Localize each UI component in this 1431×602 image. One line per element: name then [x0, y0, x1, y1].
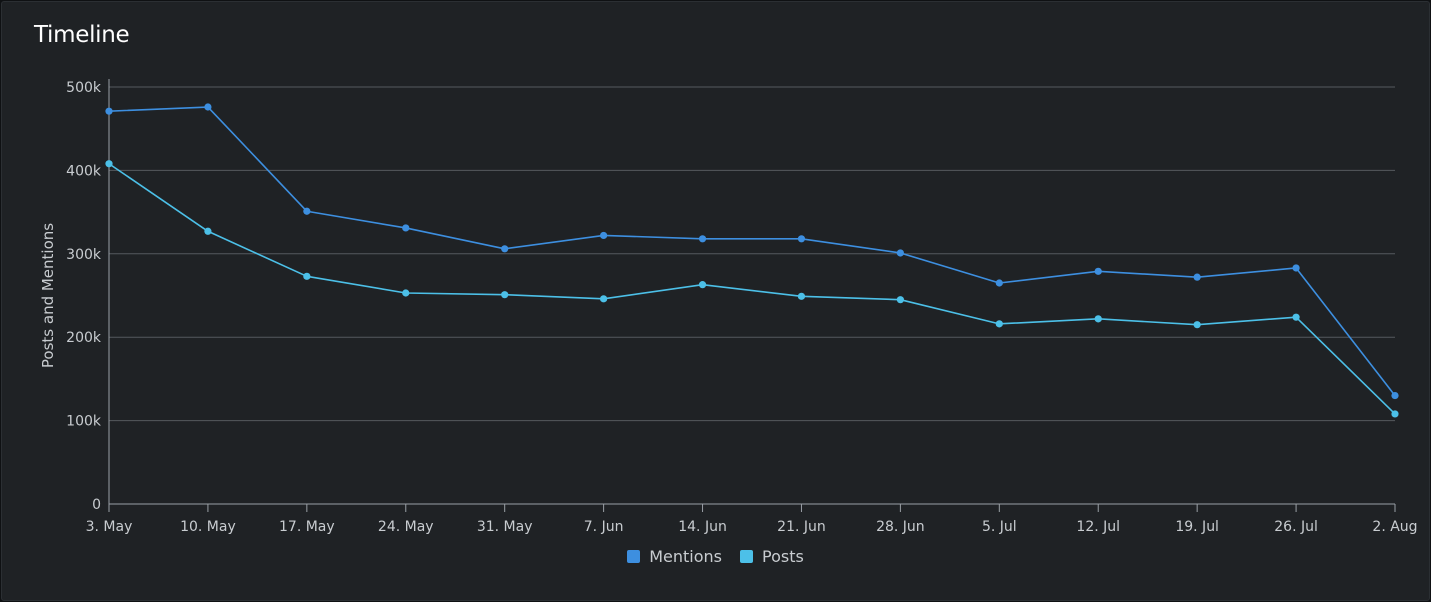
y-axis-title: Posts and Mentions: [39, 223, 57, 368]
x-tick-label: 12. Jul: [1076, 519, 1120, 535]
data-point-mentions: [105, 107, 113, 115]
x-tick-label: 2. Aug: [1372, 519, 1417, 535]
series-lines: [105, 103, 1399, 418]
data-point-posts: [501, 291, 509, 299]
data-point-posts: [204, 227, 212, 235]
x-tick-label: 3. May: [86, 519, 133, 535]
legend-item-mentions[interactable]: Mentions: [627, 547, 722, 566]
data-point-posts: [1094, 315, 1102, 323]
data-point-mentions: [698, 235, 707, 243]
data-point-posts: [402, 289, 410, 297]
x-tick-label: 5. Jul: [982, 519, 1017, 535]
data-point-mentions: [600, 231, 608, 240]
data-point-posts: [1391, 410, 1399, 418]
series-line-posts: [108, 163, 1396, 415]
data-point-mentions: [501, 245, 509, 253]
legend-item-posts[interactable]: Posts: [739, 547, 804, 566]
legend-label-posts: Posts: [761, 547, 804, 566]
data-point-posts: [600, 295, 608, 303]
data-point-posts: [797, 292, 806, 300]
x-tick-label: 21. Jun: [777, 519, 826, 535]
data-point-mentions: [896, 249, 904, 257]
legend-label-mentions: Mentions: [649, 547, 722, 566]
x-tick-label: 19. Jul: [1175, 519, 1219, 535]
data-point-mentions: [1094, 267, 1102, 275]
data-point-mentions: [995, 279, 1003, 287]
grid-lines: [109, 86, 1395, 422]
x-tick-label: 14. Jun: [678, 519, 727, 535]
data-point-mentions: [1292, 264, 1300, 272]
x-tick-label: 10. May: [180, 519, 236, 535]
data-point-mentions: [402, 224, 410, 232]
axes: [108, 79, 1396, 512]
y-tick-labels: 0 100k 200k 300k 400k 500k: [66, 80, 102, 513]
data-point-mentions: [1391, 391, 1399, 400]
x-tick-label: 31. May: [477, 519, 533, 535]
data-point-mentions: [797, 235, 806, 243]
x-tick-label: 28. Jun: [876, 519, 925, 535]
data-point-mentions: [303, 207, 311, 215]
data-point-posts: [303, 272, 311, 280]
series-line-mentions: [108, 106, 1396, 397]
legend: Mentions Posts: [0, 547, 1431, 566]
x-tick-label: 24. May: [378, 519, 434, 535]
y-tick-label: 0: [92, 497, 101, 513]
y-tick-label: 400k: [66, 163, 102, 179]
x-tick-label: 17. May: [279, 519, 335, 535]
y-tick-label: 200k: [66, 330, 102, 346]
data-point-posts: [995, 320, 1003, 328]
data-point-posts: [698, 281, 707, 289]
x-tick-labels: 3. May 10. May 17. May 24. May 31. May 7. Jun…: [86, 519, 1418, 535]
y-tick-label: 300k: [66, 247, 102, 263]
legend-swatch-mentions: [627, 550, 641, 563]
panel-title: Timeline: [34, 22, 130, 48]
x-tick-label: 7. Jun: [584, 519, 624, 535]
y-tick-label: 500k: [66, 80, 102, 96]
data-point-mentions: [204, 103, 212, 111]
legend-swatch-posts: [739, 550, 753, 563]
y-tick-label: 100k: [66, 414, 102, 430]
data-point-posts: [105, 160, 113, 168]
data-point-posts: [1292, 313, 1300, 321]
x-tick-label: 26. Jul: [1274, 519, 1318, 535]
data-point-posts: [1193, 321, 1201, 329]
data-point-posts: [896, 296, 904, 304]
data-point-mentions: [1193, 273, 1201, 281]
